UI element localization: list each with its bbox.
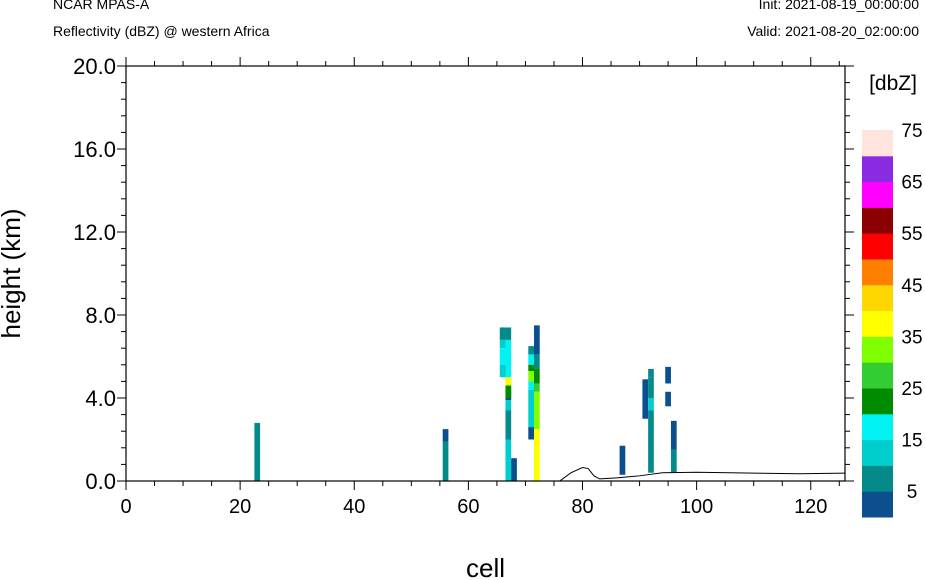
reflectivity-cell [648,398,654,411]
reflectivity-cell [665,366,671,384]
plot-frame [125,65,846,482]
colorbar-swatch [862,259,893,286]
reflectivity-cell [499,348,506,365]
axis-ticks: 0 20 40 60 80 100 120 0.0 4.0 8.0 12.0 16.0 20.0 [73,54,854,518]
colorbar-tick-label: 75 [901,121,922,142]
y-tick-label: 12.0 [73,220,116,245]
x-tick-label: 20 [229,496,251,518]
reflectivity-cell [665,391,671,407]
reflectivity-cell [648,410,654,473]
reflectivity-cell [648,377,654,398]
colorbar-swatch [862,491,893,518]
colorbar-swatch [862,207,893,234]
colorbar-swatch [862,388,893,415]
plot-subtitle: Reflectivity (dBZ) @ western Africa [53,23,270,39]
colorbar-tick-label: 15 [901,431,922,452]
y-tick-label: 16.0 [73,137,116,162]
reflectivity-cell [499,364,506,378]
y-tick-label: 20.0 [73,54,116,79]
reflectivity-cell [528,371,535,382]
colorbar-tick-label: 35 [901,327,922,348]
x-tick-label: 60 [457,496,479,518]
colorbar-swatch [862,233,893,260]
reflectivity-cell [499,339,506,349]
reflectivity-cell [670,420,677,450]
init-time: Init: 2021-08-19_00:00:00 [758,0,919,12]
reflectivity-cell [642,379,649,419]
reflectivity-cell [505,327,512,340]
colorbar-label: [dbZ] [869,72,917,95]
colorbar-swatch [862,336,893,363]
reflectivity-cell [528,427,535,440]
x-axis-label: cell [466,553,505,580]
x-tick-label: 100 [680,496,713,518]
reflectivity-cell [442,441,449,481]
colorbar: 5 15 25 35 45 55 65 75 [862,121,923,518]
reflectivity-cell [499,327,506,340]
reflectivity-cell [528,389,535,428]
reflectivity-cell [442,429,449,442]
colorbar-swatch [862,310,893,337]
y-tick-label: 4.0 [85,386,116,411]
reflectivity-cell [619,445,626,475]
colorbar-swatch [862,413,893,441]
colorbar-swatch [862,181,893,208]
model-name: NCAR MPAS-A [53,0,150,12]
reflectivity-cells [254,325,677,481]
x-tick-label: 80 [571,496,593,518]
reflectivity-cell [534,391,540,430]
reflectivity-cell [505,400,512,411]
valid-time: Valid: 2021-08-20_02:00:00 [747,23,919,39]
colorbar-swatch [862,130,893,157]
x-tick-label: 40 [343,496,365,518]
reflectivity-cell [528,346,535,355]
reflectivity-cell [528,354,535,365]
reflectivity-cell [648,368,654,378]
colorbar-swatch [862,362,893,389]
reflectivity-cell [511,458,517,481]
colorbar-swatch [862,155,893,183]
reflectivity-cell [670,449,677,473]
reflectivity-cell [534,429,540,481]
x-tick-label: 0 [120,496,131,518]
colorbar-swatch [862,465,893,492]
y-axis-label: height (km) [0,208,26,338]
colorbar-tick-label: 5 [907,482,918,503]
y-tick-label: 0.0 [85,469,116,494]
reflectivity-cell [505,385,512,398]
colorbar-swatch [862,439,893,466]
terrain-profile [126,466,846,482]
reflectivity-cell [534,383,540,392]
reflectivity-cell [505,377,512,386]
reflectivity-cell [505,439,512,481]
reflectivity-cell [528,364,535,372]
reflectivity-cell [505,339,512,378]
colorbar-tick-label: 65 [901,173,922,194]
y-tick-label: 8.0 [85,303,116,328]
x-tick-label: 120 [794,496,827,518]
reflectivity-cell [534,368,540,384]
reflectivity-cell [534,354,540,369]
reflectivity-cell [528,381,535,390]
terrain-line [126,466,846,482]
colorbar-swatch [862,284,893,312]
reflectivity-cell [254,422,261,481]
reflectivity-cell [534,325,540,355]
reflectivity-cell [505,410,512,440]
colorbar-tick-label: 55 [901,224,922,245]
colorbar-tick-label: 25 [901,379,922,400]
colorbar-tick-label: 45 [901,276,922,297]
